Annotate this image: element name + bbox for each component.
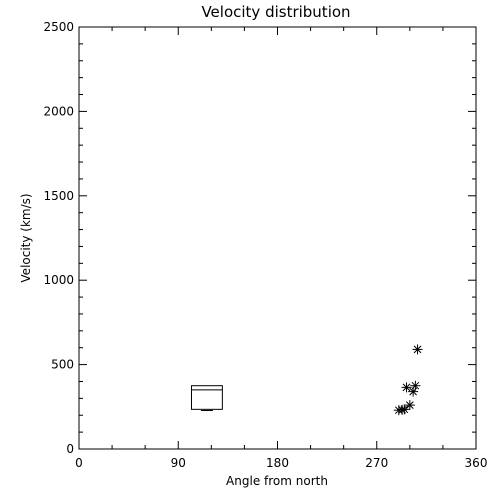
- y-tick-label: 1000: [43, 273, 74, 287]
- y-tick-label: 500: [51, 358, 74, 372]
- chart-title: Velocity distribution: [201, 3, 350, 21]
- data-point: [397, 404, 408, 415]
- data-point: [401, 382, 412, 393]
- axis-ticks: 0 90 180 270 360 0 500 1000 1500 2000 2500: [43, 20, 487, 470]
- data-point: [412, 344, 423, 355]
- data-point: [399, 404, 410, 415]
- data-point: [410, 380, 421, 391]
- box-body: [190, 385, 223, 410]
- x-tick-label: 0: [75, 456, 83, 470]
- data-point-stroke: [413, 345, 422, 354]
- data-point-stroke: [411, 381, 420, 390]
- data-point-stroke: [402, 383, 411, 392]
- y-axis-title: Velocity (km/s): [19, 193, 33, 282]
- x-axis-title: Angle from north: [226, 474, 328, 488]
- x-tick-label: 270: [365, 456, 388, 470]
- data-marks: [190, 344, 423, 416]
- y-tick-label: 2000: [43, 104, 74, 118]
- x-tick-label: 180: [266, 456, 289, 470]
- data-point: [408, 386, 419, 397]
- y-tick-label: 2500: [43, 20, 74, 34]
- x-tick-label: 360: [465, 456, 488, 470]
- data-point-stroke: [400, 405, 409, 414]
- data-point-stroke: [405, 401, 414, 409]
- x-tick-label: 90: [171, 456, 186, 470]
- data-point: [404, 400, 415, 411]
- y-tick-label: 0: [66, 442, 74, 456]
- y-tick-label: 1500: [43, 189, 74, 203]
